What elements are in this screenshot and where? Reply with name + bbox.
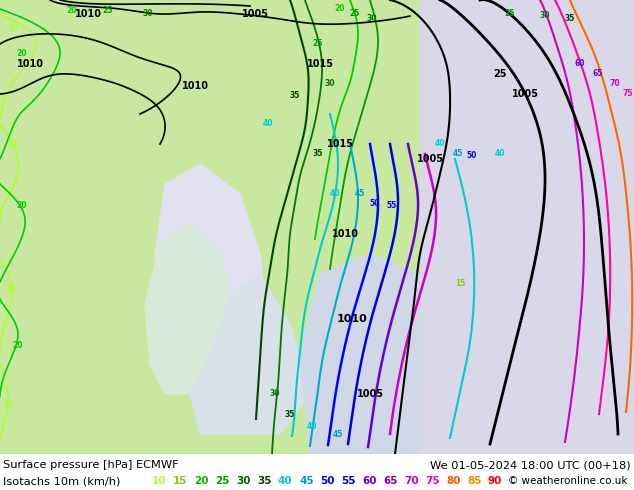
Text: 40: 40 <box>435 140 445 148</box>
Text: 1010: 1010 <box>75 9 101 19</box>
Text: 1015: 1015 <box>306 59 333 69</box>
Text: 60: 60 <box>362 476 377 486</box>
Text: 80: 80 <box>446 476 460 486</box>
Text: 30: 30 <box>540 11 550 21</box>
Text: 1005: 1005 <box>512 89 538 99</box>
Text: 15: 15 <box>173 476 188 486</box>
Text: 20: 20 <box>13 342 23 350</box>
Text: 45: 45 <box>453 149 463 158</box>
Polygon shape <box>145 224 240 394</box>
Text: 50: 50 <box>320 476 335 486</box>
Text: 30: 30 <box>269 390 280 398</box>
Polygon shape <box>300 254 420 454</box>
Text: 25: 25 <box>215 476 230 486</box>
Text: 10: 10 <box>7 24 17 33</box>
Text: 45: 45 <box>333 430 343 439</box>
Text: 1005: 1005 <box>242 9 269 19</box>
Text: 60: 60 <box>575 59 585 69</box>
Text: 40: 40 <box>495 149 505 158</box>
Text: Isotachs 10m (km/h): Isotachs 10m (km/h) <box>3 476 120 486</box>
Text: 1010: 1010 <box>332 229 358 239</box>
Text: 35: 35 <box>313 149 323 158</box>
Text: Surface pressure [hPa] ECMWF: Surface pressure [hPa] ECMWF <box>3 460 179 470</box>
Text: We 01-05-2024 18:00 UTC (00+18): We 01-05-2024 18:00 UTC (00+18) <box>430 460 631 470</box>
Text: 1005: 1005 <box>417 154 444 164</box>
Text: 55: 55 <box>387 201 397 211</box>
Text: 1010: 1010 <box>181 81 209 91</box>
Text: 30: 30 <box>143 9 153 19</box>
Text: 45: 45 <box>355 190 365 198</box>
Text: 1010: 1010 <box>337 314 367 324</box>
Text: 1015: 1015 <box>327 139 354 149</box>
Text: 85: 85 <box>467 476 481 486</box>
Text: 90: 90 <box>488 476 502 486</box>
Polygon shape <box>155 164 270 394</box>
Text: 1005: 1005 <box>356 389 384 399</box>
Text: 40: 40 <box>278 476 293 486</box>
Text: 65: 65 <box>383 476 398 486</box>
Text: 10: 10 <box>152 476 167 486</box>
Text: 35: 35 <box>285 410 295 418</box>
Text: © weatheronline.co.uk: © weatheronline.co.uk <box>508 476 628 486</box>
Text: 55: 55 <box>341 476 356 486</box>
Text: 70: 70 <box>404 476 418 486</box>
Text: 25: 25 <box>350 9 360 19</box>
Polygon shape <box>190 274 310 434</box>
Text: 10: 10 <box>4 285 15 294</box>
Text: 25: 25 <box>313 40 323 49</box>
Text: 35: 35 <box>290 92 300 100</box>
Text: 35: 35 <box>565 15 575 24</box>
Text: 10: 10 <box>7 140 17 148</box>
Text: 30: 30 <box>366 15 377 24</box>
Text: 30: 30 <box>325 79 335 89</box>
Text: 75: 75 <box>623 90 633 98</box>
Text: 40: 40 <box>262 120 273 128</box>
Text: 30: 30 <box>236 476 250 486</box>
Text: 20: 20 <box>335 4 346 14</box>
Text: 50: 50 <box>467 151 477 161</box>
Text: 15: 15 <box>455 279 465 289</box>
Text: 40: 40 <box>307 421 317 431</box>
Bar <box>420 0 634 454</box>
Text: 25: 25 <box>493 69 507 79</box>
Text: 70: 70 <box>610 79 620 89</box>
Text: 20: 20 <box>16 201 27 211</box>
Text: 1010: 1010 <box>16 59 44 69</box>
Text: 65: 65 <box>593 70 603 78</box>
Text: 10: 10 <box>3 401 13 411</box>
Text: 20: 20 <box>67 6 77 16</box>
Text: 45: 45 <box>299 476 314 486</box>
Text: 75: 75 <box>425 476 439 486</box>
Text: 50: 50 <box>370 199 380 209</box>
Text: 20: 20 <box>194 476 209 486</box>
Text: 40: 40 <box>330 190 340 198</box>
Text: 25: 25 <box>103 6 113 16</box>
Text: 20: 20 <box>16 49 27 58</box>
Text: 35: 35 <box>257 476 271 486</box>
Text: 25: 25 <box>505 9 515 19</box>
